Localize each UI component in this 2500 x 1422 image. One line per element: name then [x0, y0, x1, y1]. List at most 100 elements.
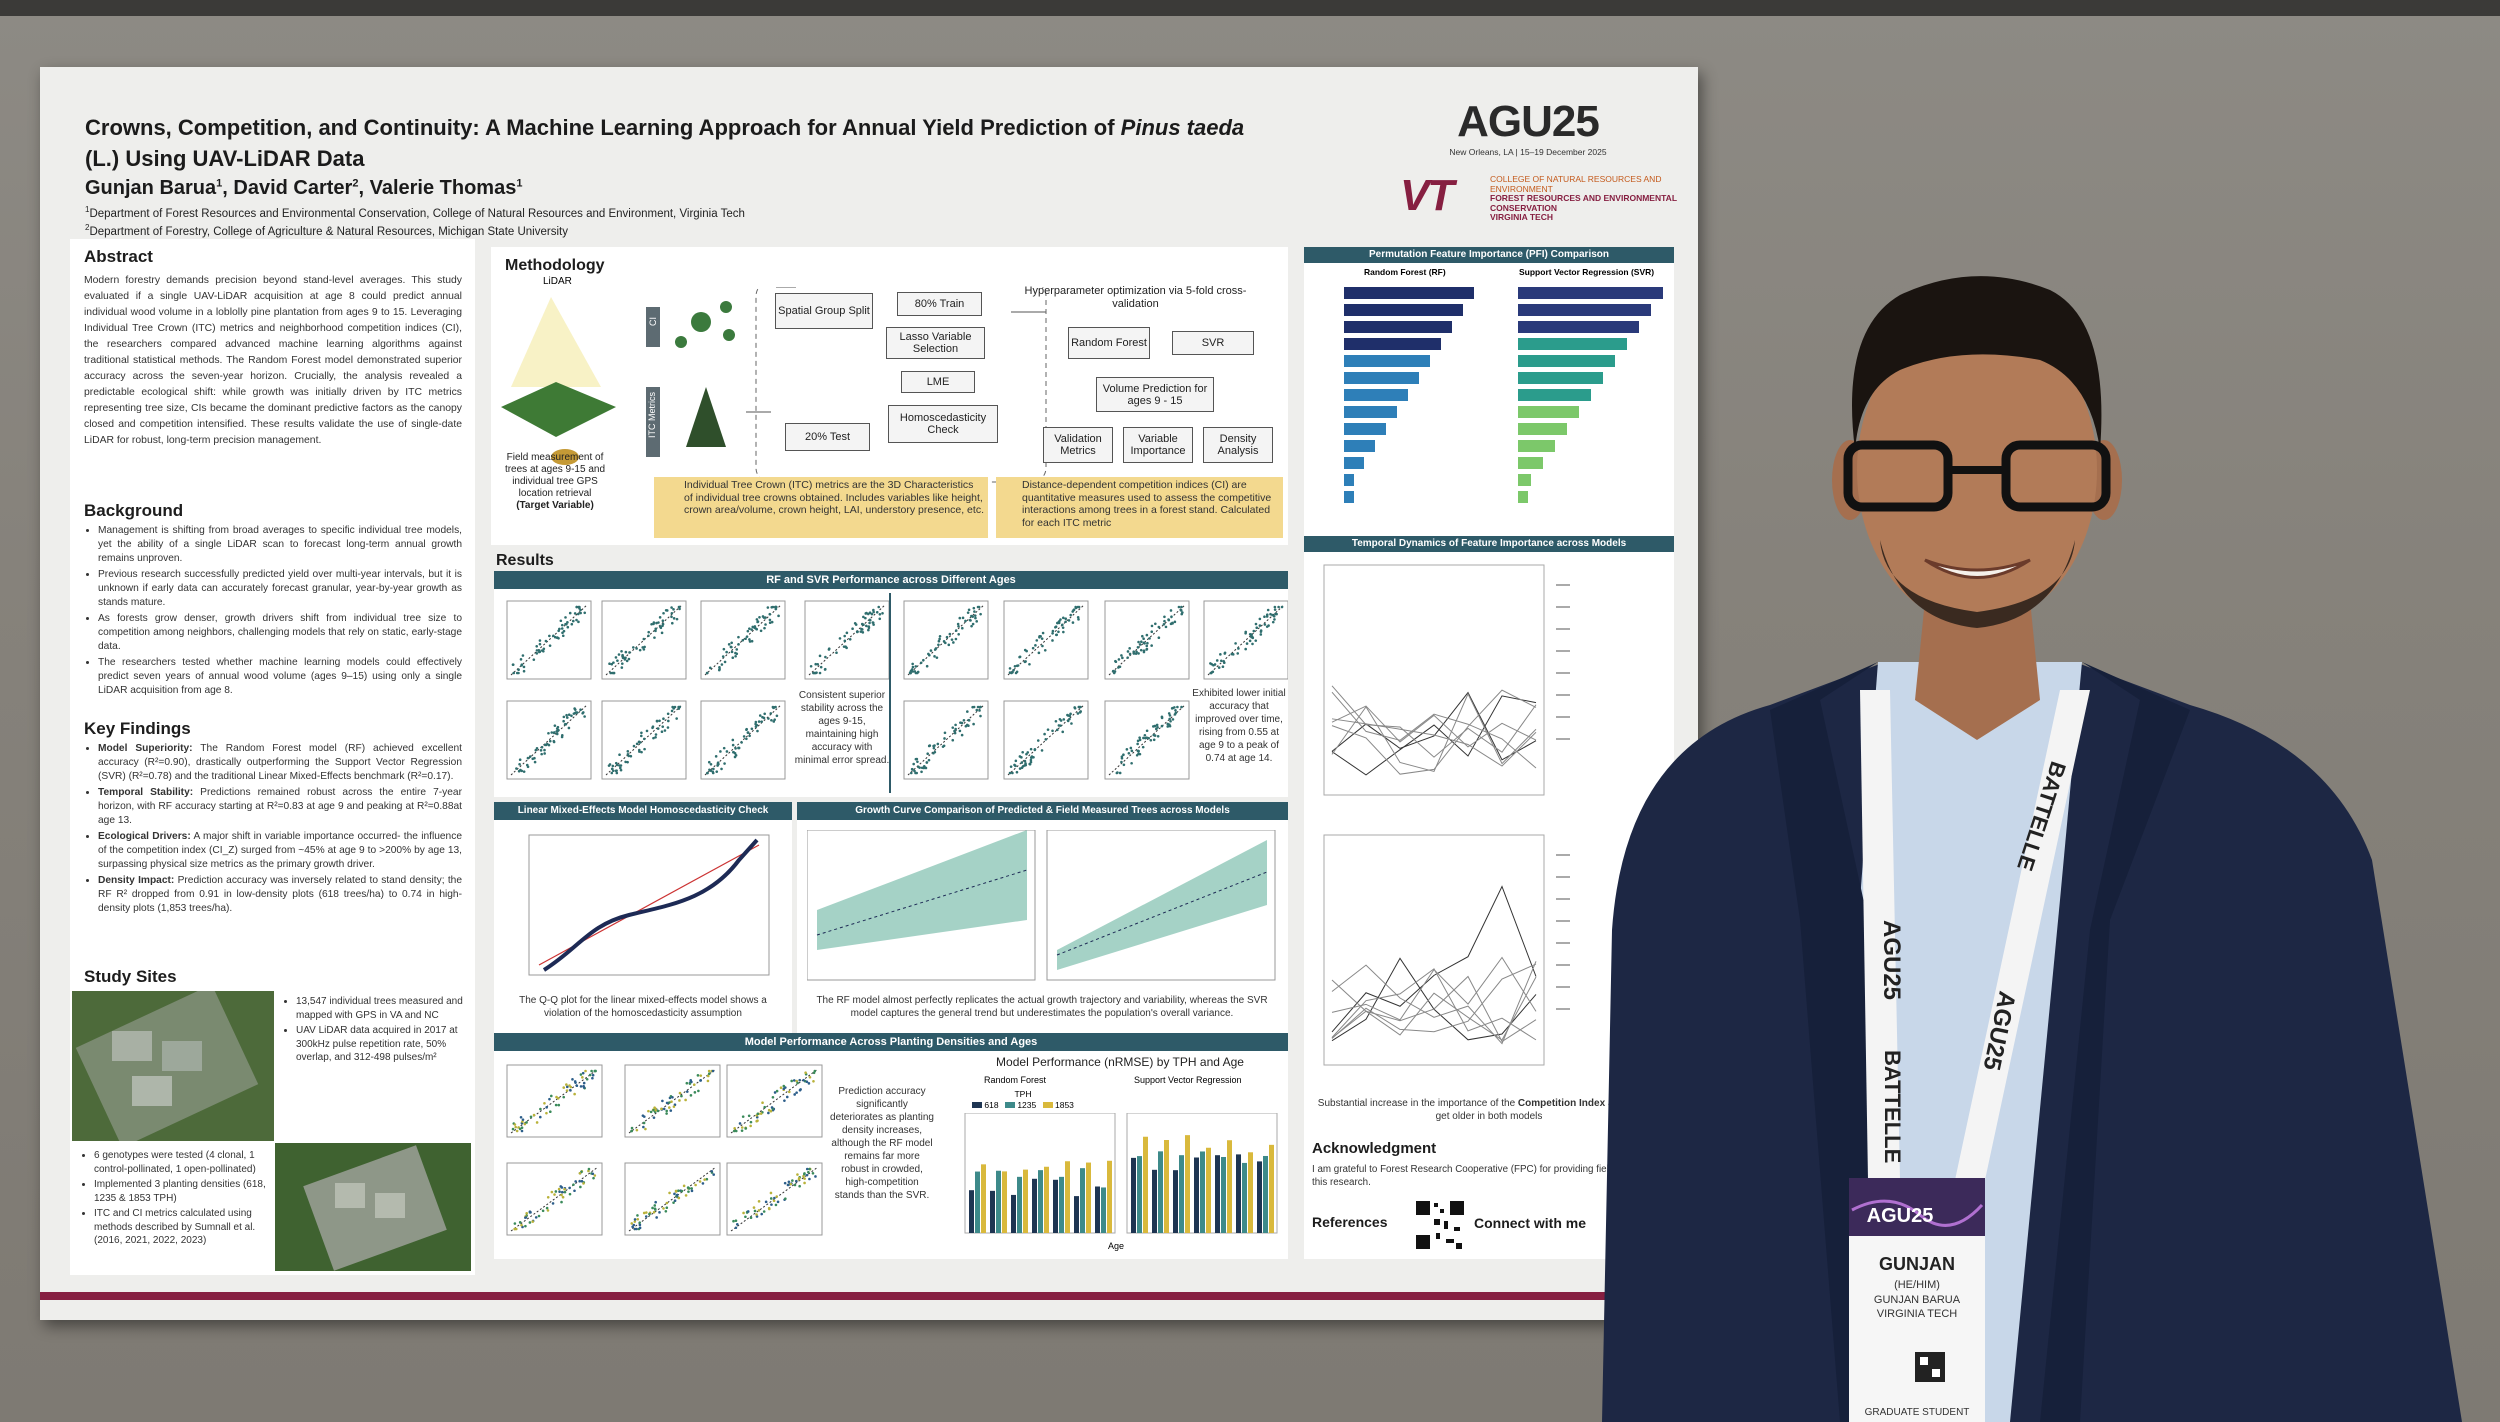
scatter-dot [722, 647, 726, 651]
scatter-dot [1066, 719, 1070, 723]
scatter-dot [591, 1172, 595, 1176]
scatter-dot [656, 1109, 660, 1113]
scatter-dot [512, 671, 516, 675]
section-heading: Methodology [505, 257, 605, 274]
scatter-dot [673, 1199, 677, 1203]
scatter-dot [1252, 629, 1256, 633]
scatter-dot [1062, 718, 1066, 721]
scatter-dot [674, 1189, 678, 1193]
scatter-dot [650, 622, 653, 626]
findings-list: Model Superiority: The Random Forest mod… [84, 742, 462, 918]
scatter-dot [875, 610, 879, 614]
scatter-dot [808, 1075, 812, 1079]
scatter-dot [732, 1129, 736, 1133]
scatter-dot [560, 735, 564, 739]
decor-bar [1344, 321, 1452, 333]
decor-bar [996, 1170, 1001, 1233]
scatter-dot [548, 739, 552, 743]
scatter-dot [749, 1120, 753, 1124]
scatter-dot [750, 727, 754, 731]
scatter-dot [1234, 642, 1237, 645]
scatter-dot [660, 631, 664, 635]
scatter-dot [1174, 711, 1178, 715]
scatter-dot [774, 1203, 778, 1207]
growth-panel: Growth Curve Comparison of Predicted & F… [797, 802, 1288, 1033]
scatter-dot [1054, 633, 1058, 637]
scatter-dot [1259, 633, 1263, 636]
scatter-dot [1120, 755, 1124, 758]
scatter-dot [621, 655, 625, 659]
decor-bar [1344, 372, 1419, 384]
scatter-dot [546, 1195, 550, 1199]
qr-code [1414, 1199, 1466, 1251]
scatter-dot [805, 1080, 809, 1083]
scatter-dot [555, 1095, 558, 1099]
scatter-dot [1254, 639, 1258, 642]
scatter-dot [734, 654, 737, 658]
scatter-dot [916, 670, 920, 674]
scatter-dot [678, 705, 682, 709]
scatter-dot [535, 649, 539, 652]
flow-box: Lasso Variable Selection [886, 327, 985, 359]
scatter-dot [699, 1074, 703, 1077]
scatter-dot [1061, 730, 1065, 734]
legend-entry: 1853 [1054, 1100, 1074, 1110]
scatter-dot [961, 616, 965, 620]
scatter-dot [522, 665, 526, 669]
scatter-dot [819, 665, 823, 669]
scatter-dot [1146, 641, 1149, 645]
scatter-dot [667, 719, 670, 723]
scatter-dot [722, 746, 726, 750]
scatter-dot [804, 1071, 807, 1074]
scatter-dot [769, 712, 773, 715]
scatter-dot [754, 725, 758, 728]
scatter-dot [773, 1196, 776, 1200]
scatter-dot [666, 726, 670, 729]
scatter-dot [734, 747, 737, 750]
scatter-dot [661, 619, 665, 623]
scatter-dot [1156, 735, 1160, 738]
scatter-dot [1236, 652, 1240, 655]
scatter-dot [620, 650, 623, 653]
scatter-dot [1138, 752, 1142, 756]
scatter-dot [748, 640, 752, 643]
scatter-dot [655, 1216, 658, 1219]
scatter-dot [770, 1106, 774, 1109]
scatter-dot [1180, 605, 1183, 609]
scatter-dot [798, 1184, 801, 1188]
decor-bar [1206, 1147, 1211, 1233]
scatter-dot [538, 642, 542, 646]
scatter-dot [647, 1109, 650, 1113]
scatter-dot [745, 728, 748, 732]
scatter-dot [1169, 609, 1173, 612]
scatter-dot [929, 649, 933, 652]
plot-frame [726, 1064, 823, 1138]
scatter-dot [770, 718, 773, 722]
scatter-dot [1269, 612, 1272, 616]
scatter-dot [568, 1084, 571, 1087]
caption: Exhibited lower initial accuracy that im… [1192, 688, 1286, 764]
scatter-dot [913, 670, 917, 673]
scatter-dot [673, 1192, 676, 1196]
scatter-dot [777, 614, 780, 618]
scatter-dot [957, 632, 960, 636]
scatter-dot [919, 661, 923, 665]
scatter-dot [579, 611, 582, 615]
scatter-dot [520, 1223, 523, 1227]
scatter-dot [1029, 758, 1033, 762]
decor-bar [1173, 1170, 1178, 1233]
scatter-dot [1251, 642, 1254, 646]
section-heading: References [1312, 1214, 1388, 1230]
scatter-dot [1021, 764, 1025, 768]
scatter-dot [593, 1174, 597, 1177]
scatter-dot [784, 1197, 787, 1201]
scatter-dot [711, 771, 715, 775]
decor-bar [1263, 1155, 1268, 1233]
scatter-dot [661, 725, 665, 728]
scatter-dot [961, 626, 964, 630]
scatter-dot [1230, 652, 1234, 656]
scatter-dot [816, 662, 820, 666]
scatter-dot [1153, 734, 1157, 737]
scatter-dot [872, 610, 875, 614]
scatter-dot [1245, 642, 1249, 645]
